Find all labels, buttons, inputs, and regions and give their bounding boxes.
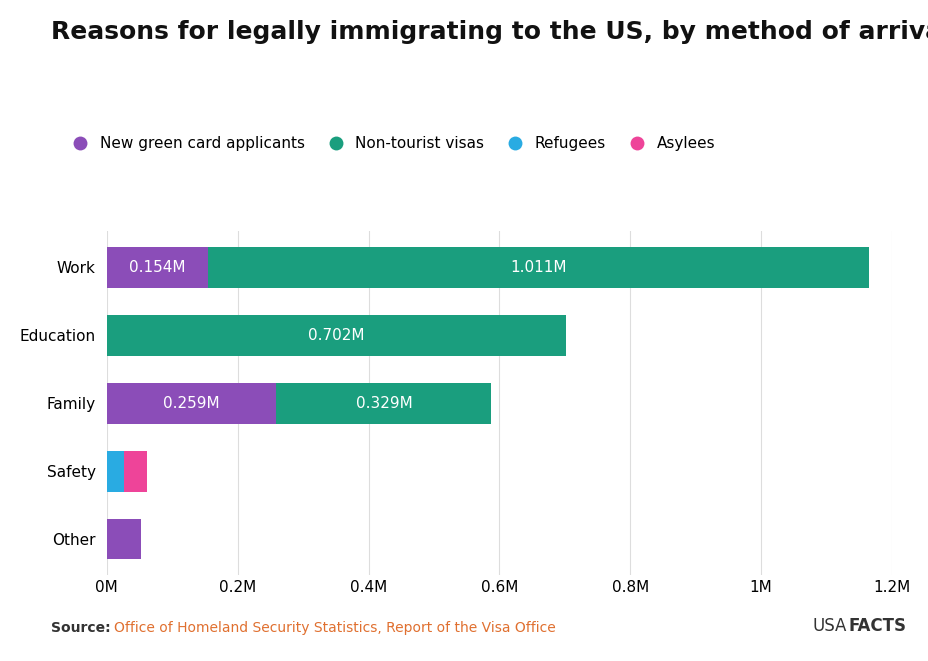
Text: 0.702M: 0.702M xyxy=(308,328,365,343)
Text: Source:: Source: xyxy=(51,621,110,635)
Text: Reasons for legally immigrating to the US, by method of arrival (2022): Reasons for legally immigrating to the U… xyxy=(51,20,928,44)
Bar xyxy=(123,451,148,492)
Bar xyxy=(107,383,276,424)
Text: USA: USA xyxy=(812,617,846,635)
Bar xyxy=(107,519,141,559)
Text: 0.259M: 0.259M xyxy=(163,396,220,410)
Bar xyxy=(107,451,123,492)
Legend: New green card applicants, Non-tourist visas, Refugees, Asylees: New green card applicants, Non-tourist v… xyxy=(58,130,720,157)
Text: Office of Homeland Security Statistics, Report of the Visa Office: Office of Homeland Security Statistics, … xyxy=(114,621,556,635)
Text: 0.154M: 0.154M xyxy=(129,260,186,275)
Text: 0.329M: 0.329M xyxy=(355,396,412,410)
Text: FACTS: FACTS xyxy=(847,617,905,635)
Text: 1.011M: 1.011M xyxy=(509,260,566,275)
Bar xyxy=(207,247,868,288)
Bar xyxy=(107,315,565,356)
Bar xyxy=(107,247,207,288)
Bar xyxy=(276,383,491,424)
